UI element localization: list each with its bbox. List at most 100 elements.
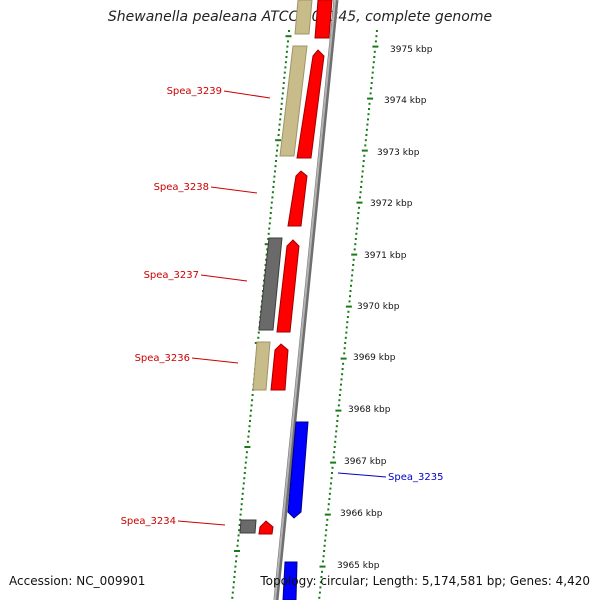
minor-tick xyxy=(338,394,341,396)
minor-tick xyxy=(344,342,347,344)
minor-tick xyxy=(278,128,281,131)
minor-tick xyxy=(237,539,239,542)
minor-tick xyxy=(346,316,349,318)
minor-tick xyxy=(366,123,369,126)
minor-tick xyxy=(273,175,276,178)
minor-tick xyxy=(350,284,352,287)
minor-tick xyxy=(274,165,277,168)
minor-tick xyxy=(235,560,237,563)
gene-spea-3238[interactable] xyxy=(287,170,308,227)
minor-tick xyxy=(331,466,334,469)
minor-tick xyxy=(341,368,344,370)
minor-tick xyxy=(338,399,341,402)
minor-tick xyxy=(282,87,285,90)
major-tick xyxy=(285,35,292,38)
minor-tick xyxy=(367,118,369,121)
scale-label: 3973 kbp xyxy=(377,148,420,158)
minor-tick xyxy=(355,227,358,230)
gene-label-spea-3237[interactable]: Spea_3237 xyxy=(144,270,199,281)
tan-feature-3239b[interactable] xyxy=(279,45,308,157)
gene-spea-3235[interactable] xyxy=(287,421,309,519)
minor-tick xyxy=(249,420,251,422)
minor-tick xyxy=(284,66,287,69)
scale-label: 3975 kbp xyxy=(390,45,433,55)
minor-tick xyxy=(272,186,275,188)
major-tick xyxy=(319,565,326,568)
leader-line-3238 xyxy=(210,186,258,194)
minor-tick xyxy=(335,430,338,433)
minor-tick xyxy=(368,102,371,105)
tan-feature-3236[interactable] xyxy=(252,341,271,391)
minor-tick xyxy=(358,206,360,209)
minor-tick xyxy=(279,113,282,116)
major-tick xyxy=(361,149,368,152)
minor-tick xyxy=(239,518,242,521)
minor-tick xyxy=(257,336,260,339)
minor-tick xyxy=(277,134,280,136)
minor-tick xyxy=(248,430,250,433)
minor-tick xyxy=(361,175,364,178)
major-tick xyxy=(367,97,374,100)
gene-spea-3236[interactable] xyxy=(270,343,289,391)
minor-tick xyxy=(238,524,241,526)
gene-spea-3234[interactable] xyxy=(258,520,274,535)
minor-tick xyxy=(362,165,365,168)
major-tick xyxy=(356,201,363,204)
minor-tick xyxy=(231,596,234,599)
gene-blue-bottom[interactable] xyxy=(282,561,298,600)
minor-tick xyxy=(245,451,248,454)
minor-tick xyxy=(341,373,344,376)
minor-tick xyxy=(324,534,327,537)
minor-tick xyxy=(336,420,339,422)
minor-tick xyxy=(333,446,336,448)
gene-spea-3239[interactable] xyxy=(296,49,325,159)
minor-tick xyxy=(272,180,275,183)
scale-label: 3965 kbp xyxy=(337,561,380,571)
gene-label-spea-3234[interactable]: Spea_3234 xyxy=(121,516,176,527)
tick-marks-right xyxy=(318,30,379,599)
minor-tick xyxy=(270,201,273,204)
scale-label: 3970 kbp xyxy=(357,302,400,312)
minor-tick xyxy=(372,66,375,69)
gene-arrow-top[interactable] xyxy=(314,0,333,39)
gene-label-spea-3236[interactable]: Spea_3236 xyxy=(135,353,190,364)
minor-tick xyxy=(375,35,378,38)
minor-tick xyxy=(352,264,355,266)
leader-line-3234 xyxy=(177,520,226,526)
minor-tick xyxy=(350,279,353,282)
minor-tick xyxy=(344,336,347,339)
minor-tick xyxy=(356,222,359,225)
gene-label-spea-3238[interactable]: Spea_3238 xyxy=(154,182,209,193)
minor-tick xyxy=(364,139,367,142)
gray-feature-3237[interactable] xyxy=(258,237,283,331)
gene-label-spea-3239[interactable]: Spea_3239 xyxy=(167,86,222,97)
minor-tick xyxy=(250,409,252,412)
gene-label-spea-3235[interactable]: Spea_3235 xyxy=(388,472,443,483)
minor-tick xyxy=(354,238,357,240)
minor-tick xyxy=(318,596,321,599)
genome-backbone xyxy=(273,0,339,600)
tan-feature-3239[interactable] xyxy=(294,0,313,35)
minor-tick xyxy=(242,487,245,490)
scale-label: 3969 kbp xyxy=(353,353,396,363)
minor-tick xyxy=(371,71,374,74)
minor-tick xyxy=(242,482,245,485)
minor-tick xyxy=(363,154,366,157)
minor-tick xyxy=(348,300,351,303)
gene-spea-3237[interactable] xyxy=(276,239,300,333)
minor-tick xyxy=(356,217,359,220)
minor-tick xyxy=(357,212,360,214)
minor-tick xyxy=(267,232,270,235)
minor-tick xyxy=(362,160,365,162)
gray-feature-3234[interactable] xyxy=(239,519,257,534)
minor-tick xyxy=(243,472,246,474)
minor-tick xyxy=(241,492,244,495)
minor-tick xyxy=(251,399,254,402)
topology-text: Topology: circular; Length: 5,174,581 bp… xyxy=(260,574,590,588)
minor-tick xyxy=(268,227,271,230)
minor-tick xyxy=(241,498,244,500)
minor-tick xyxy=(365,134,368,136)
minor-tick xyxy=(251,394,254,396)
minor-tick xyxy=(248,425,251,428)
